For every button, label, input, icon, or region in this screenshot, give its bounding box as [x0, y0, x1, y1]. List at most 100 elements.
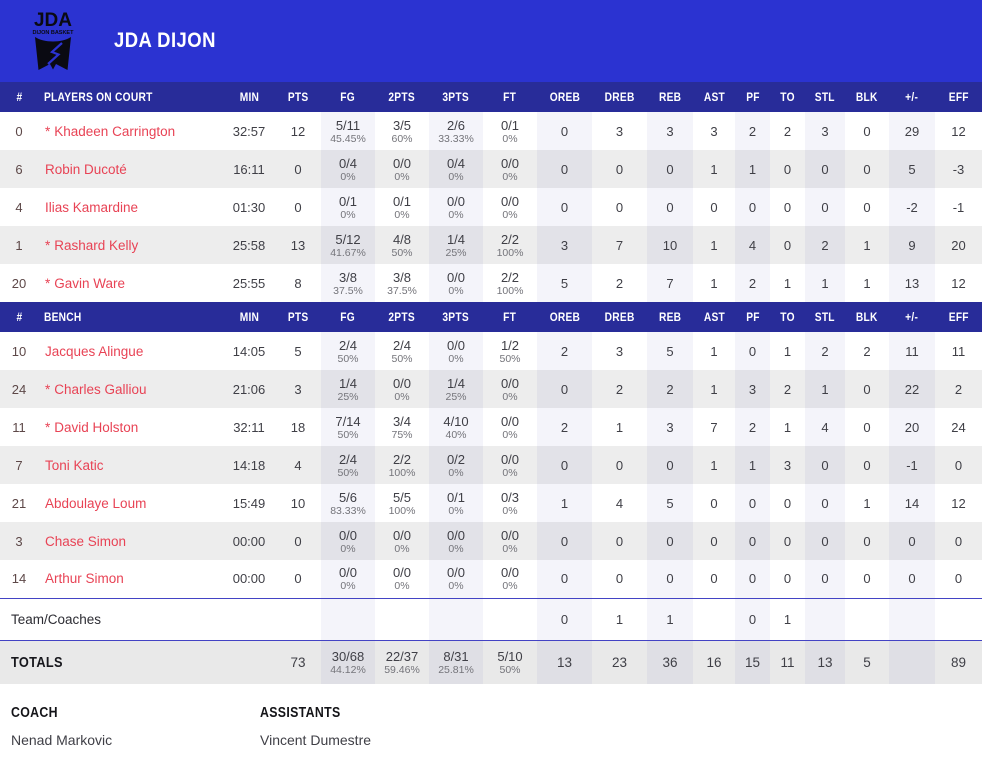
eff-cell: 0 [954, 457, 963, 473]
minutes-cell: 01:30 [232, 199, 266, 215]
col-header-pf: PF [735, 82, 770, 112]
team-header: JDA DIJON BASKET JDA DIJON [0, 0, 982, 82]
col-header-number: # [0, 82, 38, 112]
blk-cell: 5 [863, 654, 871, 670]
eff-cell [935, 598, 982, 640]
ft-cell: 2/2 100% [483, 264, 537, 302]
shooting-percentage: 0% [340, 580, 356, 593]
column-header-label: PTS [287, 90, 309, 104]
bench-player-row: 21 Abdoulaye Loum 15:49 10 5/6 83.33% 5/5 100% 0… [0, 484, 982, 522]
made-attempted-value: 0/0 [392, 155, 412, 171]
made-attempted-value: 1/4 [338, 375, 358, 391]
to-cell: 1 [783, 611, 792, 627]
blk-cell: 1 [863, 237, 871, 253]
points-cell: 8 [294, 275, 302, 291]
ast-cell: 1 [710, 457, 718, 473]
oreb-cell: 0 [537, 446, 592, 484]
made-attempted-value: 0/0 [446, 565, 466, 581]
points-cell: 18 [290, 419, 306, 435]
eff-cell: 20 [951, 237, 966, 253]
shooting-percentage: 0% [448, 466, 464, 479]
player-name-link[interactable]: Robin Ducoté [45, 161, 127, 177]
column-header-label: OREB [549, 310, 580, 324]
shooting-percentage: 33.33% [438, 132, 474, 145]
ast-cell: 0 [710, 533, 718, 549]
p2-cell: 0/0 0% [375, 150, 429, 188]
team-coaches-label: Team/Coaches [11, 611, 102, 627]
oreb-cell: 2 [537, 408, 592, 446]
made-attempted-value: 8/31 [443, 648, 469, 664]
fg-cell: 0/0 0% [321, 560, 375, 598]
shooting-percentage: 0% [448, 284, 464, 297]
col-header-pm: +/- [889, 302, 935, 332]
points-cell: 4 [294, 457, 302, 473]
reb-cell: 1 [647, 598, 693, 640]
dreb-cell: 0 [615, 571, 624, 587]
ft-cell: 0/0 0% [483, 188, 537, 226]
to-cell: 0 [783, 199, 792, 215]
pf-cell: 2 [735, 264, 770, 302]
column-header-label: TOTALS [11, 653, 63, 671]
column-header-label: BLK [856, 90, 878, 104]
oreb-cell: 3 [537, 226, 592, 264]
dreb-cell: 0 [615, 161, 624, 177]
shooting-percentage: 0% [394, 580, 410, 593]
stl-cell: 0 [805, 446, 845, 484]
ast-cell: 1 [710, 237, 718, 253]
player-name-link[interactable]: Toni Katic [45, 457, 104, 473]
made-attempted-value: 4/8 [392, 231, 412, 247]
shooting-percentage: 75% [391, 428, 413, 441]
player-name-link[interactable]: Abdoulaye Loum [45, 495, 147, 511]
fg-cell: 0/1 0% [321, 188, 375, 226]
player-name-link[interactable]: * Charles Galliou [45, 381, 147, 397]
p2-cell: 0/0 0% [375, 560, 429, 598]
blk-cell: 0 [863, 571, 871, 587]
eff-cell: 12 [951, 275, 966, 291]
p3-cell [429, 598, 483, 640]
player-number-cell: 21 [11, 495, 27, 511]
pf-cell: 15 [735, 640, 770, 684]
blk-cell: 0 [863, 123, 871, 139]
p2-cell [375, 598, 429, 640]
player-name-link[interactable]: * Gavin Ware [45, 275, 126, 291]
player-name-link[interactable]: * Khadeen Carrington [45, 123, 176, 139]
ft-cell: 0/0 0% [483, 446, 537, 484]
blk-cell [845, 598, 889, 640]
player-name-link[interactable]: * David Holston [45, 419, 139, 435]
col-header-fg: FG [321, 82, 375, 112]
bench-player-row: 24 * Charles Galliou 21:06 3 1/4 25% 0/0 0% 1/4 25… [0, 370, 982, 408]
pf-cell: 3 [735, 370, 770, 408]
pm-cell: 0 [889, 522, 935, 560]
col-header-blk: BLK [845, 82, 889, 112]
column-header-label: BLK [856, 310, 878, 324]
column-header-label: FG [340, 310, 356, 324]
stl-cell: 0 [805, 522, 845, 560]
player-name-link[interactable]: Jacques Alingue [45, 343, 144, 359]
column-header-label: 2PTS [388, 310, 416, 324]
made-attempted-value: 0/0 [446, 337, 466, 353]
oreb-cell: 2 [537, 332, 592, 370]
player-name-link[interactable]: * Rashard Kelly [45, 237, 139, 253]
on-court-player-row: 4 Ilias Kamardine 01:30 0 0/1 0% 0/1 0% 0/0 0% 0/0… [0, 188, 982, 226]
coach-name: Nenad Markovic [11, 732, 113, 748]
stl-cell: 2 [805, 332, 845, 370]
made-attempted-value: 3/8 [338, 269, 358, 285]
pts-cell [275, 598, 321, 640]
col-header-dreb: DREB [592, 302, 647, 332]
column-header-label: TO [780, 310, 795, 324]
dreb-cell: 3 [615, 123, 624, 139]
stl-cell: 2 [805, 226, 845, 264]
p3-cell: 0/2 0% [429, 446, 483, 484]
player-name-link[interactable]: Chase Simon [45, 533, 127, 549]
player-name-link[interactable]: Ilias Kamardine [45, 199, 139, 215]
col-header-eff: EFF [935, 82, 982, 112]
p3-cell: 4/10 40% [429, 408, 483, 446]
player-name-link[interactable]: Arthur Simon [45, 571, 124, 587]
made-attempted-value: 2/6 [446, 117, 466, 133]
pf-cell: 0 [735, 598, 770, 640]
fg-cell: 2/4 50% [321, 446, 375, 484]
reb-cell: 5 [647, 332, 693, 370]
column-header-label: TO [780, 90, 795, 104]
totals-row: TOTALS 73 30/68 44.12% 22/37 59.46% 8/31 25.81%… [0, 640, 982, 684]
col-header-p3: 3PTS [429, 82, 483, 112]
